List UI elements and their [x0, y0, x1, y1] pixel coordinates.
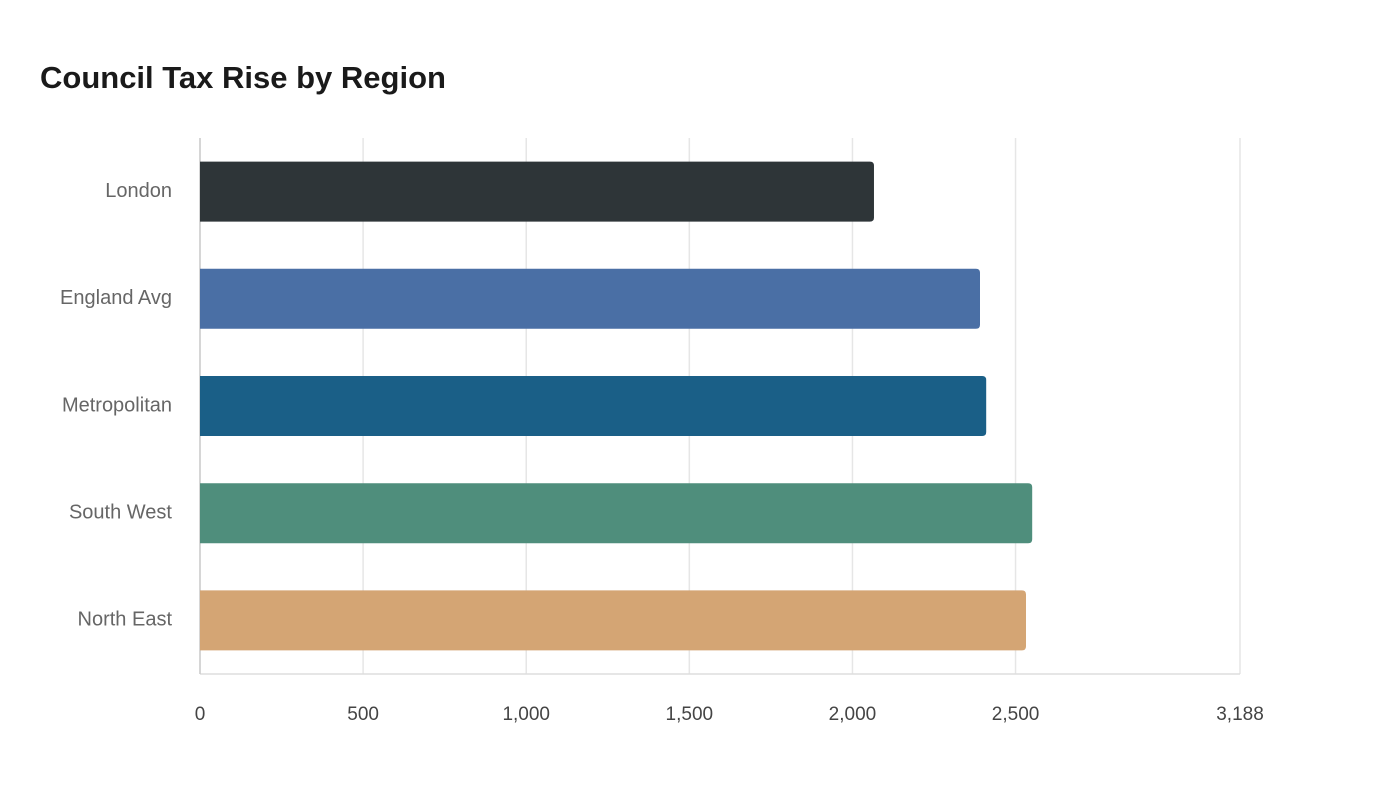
bar: [200, 268, 980, 329]
x-tick-label: 2,500: [992, 704, 1040, 725]
x-tick-label: 500: [347, 704, 379, 725]
x-tick-label: 0: [195, 704, 206, 725]
y-tick-label: South West: [69, 501, 172, 523]
y-tick-label: North East: [78, 609, 173, 631]
y-tick-label: Metropolitan: [62, 394, 172, 416]
bar: [200, 376, 987, 436]
chart-title: Council Tax Rise by Region: [40, 60, 446, 95]
bar: [200, 161, 874, 222]
x-tick-label: 3,188: [1216, 704, 1264, 725]
x-tick-label: 1,500: [666, 704, 714, 725]
bar: [200, 483, 1033, 544]
bar: [200, 590, 1026, 651]
y-tick-label: London: [105, 180, 172, 202]
x-tick-label: 1,000: [502, 704, 550, 725]
x-tick-label: 2,000: [829, 704, 877, 725]
y-tick-label: England Avg: [60, 287, 172, 309]
